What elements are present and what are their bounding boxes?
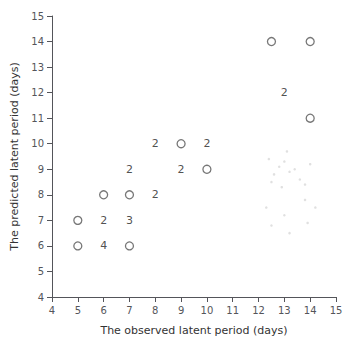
svg-text:2: 2: [281, 86, 288, 99]
svg-text:13: 13: [31, 62, 44, 73]
svg-text:15: 15: [330, 305, 343, 316]
svg-text:3: 3: [126, 214, 133, 227]
svg-text:10: 10: [31, 138, 44, 149]
svg-text:7: 7: [126, 305, 132, 316]
svg-text:4: 4: [49, 305, 55, 316]
svg-text:4: 4: [38, 292, 44, 303]
svg-text:9: 9: [38, 164, 44, 175]
svg-text:9: 9: [178, 305, 184, 316]
svg-text:6: 6: [100, 305, 106, 316]
svg-text:10: 10: [201, 305, 214, 316]
svg-text:2: 2: [100, 214, 107, 227]
svg-text:15: 15: [31, 11, 44, 22]
svg-text:2: 2: [203, 137, 210, 150]
svg-text:12: 12: [31, 87, 44, 98]
svg-text:8: 8: [38, 189, 44, 200]
svg-text:14: 14: [31, 36, 44, 47]
svg-text:The predicted latent period (d: The predicted latent period (days): [8, 62, 21, 251]
svg-text:13: 13: [278, 305, 291, 316]
svg-text:4: 4: [100, 239, 107, 252]
svg-text:2: 2: [152, 137, 159, 150]
svg-text:14: 14: [304, 305, 317, 316]
svg-text:2: 2: [126, 163, 133, 176]
svg-text:5: 5: [75, 305, 81, 316]
svg-text:11: 11: [31, 113, 44, 124]
svg-text:6: 6: [38, 240, 44, 251]
svg-text:12: 12: [252, 305, 265, 316]
svg-text:2: 2: [152, 188, 159, 201]
svg-text:2: 2: [178, 163, 185, 176]
svg-text:5: 5: [38, 266, 44, 277]
svg-text:7: 7: [38, 215, 44, 226]
svg-text:8: 8: [152, 305, 158, 316]
svg-text:11: 11: [226, 305, 239, 316]
svg-text:The observed latent period (da: The observed latent period (days): [99, 324, 287, 337]
